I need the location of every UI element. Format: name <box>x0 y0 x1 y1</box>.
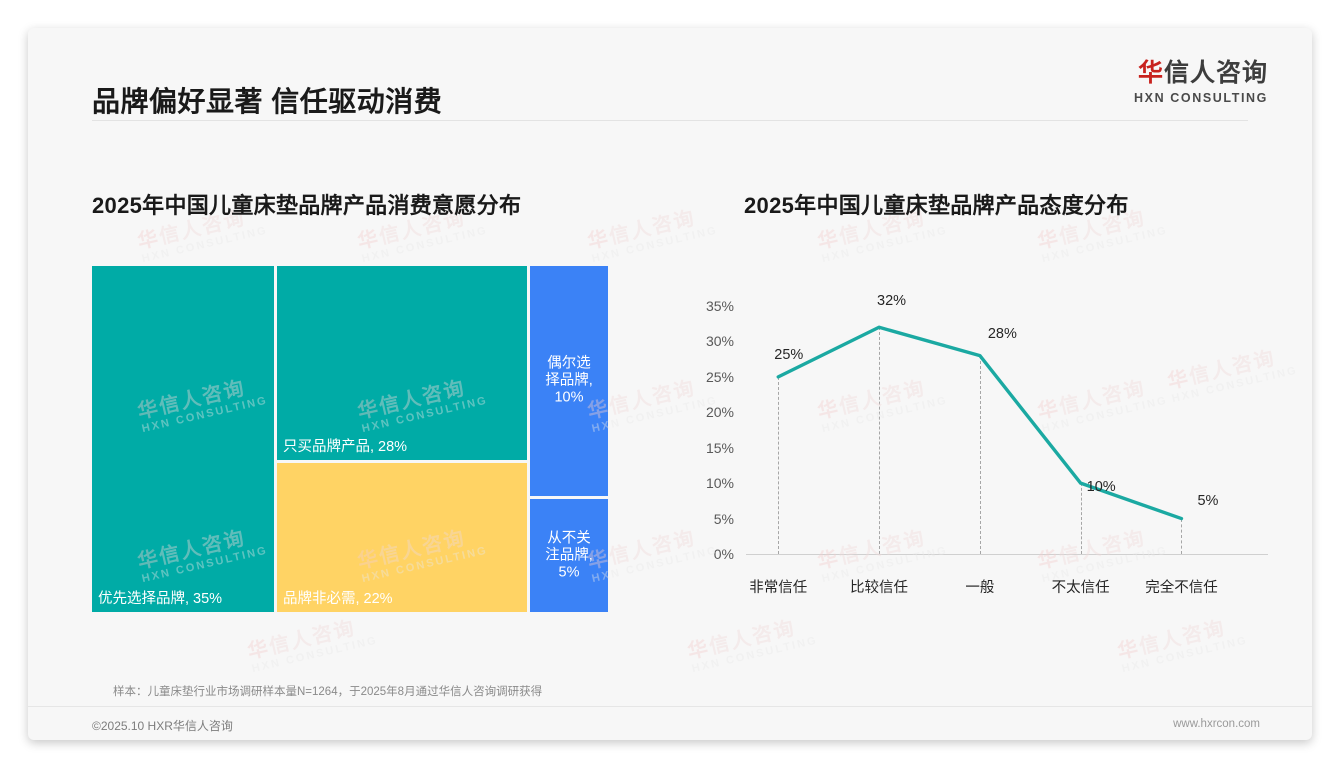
logo-rest-chars: 信人咨询 <box>1163 59 1268 87</box>
logo-red-char: 华 <box>1137 59 1164 87</box>
grid-line <box>879 327 881 554</box>
watermark-english: HXN CONSULTING <box>690 634 820 676</box>
data-point-label: 10% <box>1086 479 1116 496</box>
page-title: 品牌偏好显著 信任驱动消费 <box>92 86 443 117</box>
grid-line <box>778 376 780 554</box>
treemap-cell[interactable]: 偶尔选 择品牌, 10% <box>530 266 608 496</box>
slide-header: 品牌偏好显著 信任驱动消费 华信人咨询 HXN CONSULTING <box>28 28 1312 121</box>
treemap-chart: 优先选择品牌, 35% 只买品牌产品, 28% 品牌非必需, 22% 偶尔选 择品牌, 1… <box>92 266 608 612</box>
header-divider <box>92 120 1248 121</box>
watermark-logo: 华信人咨询 HXN CONSULTING <box>686 614 819 675</box>
logo-english-text: HXN CONSULTING <box>1134 90 1268 105</box>
x-axis-tick-label: 完全不信任 <box>1145 580 1218 596</box>
treemap-cell-label: 从不关 注品牌, 5% <box>545 529 593 581</box>
logo-chinese-text: 华信人咨询 <box>1134 59 1268 88</box>
line-chart: 0% 5% 10% 15% 20% 25% 30% 35% 25% 32% 28% 10% 5% 非常信任… <box>668 266 1268 612</box>
watermark-chinese: 华信人咨询 <box>245 617 358 664</box>
left-chart-title: 2025年中国儿童床垫品牌产品消费意愿分布 <box>92 193 522 218</box>
right-chart-panel: 2025年中国儿童床垫品牌产品态度分布 <box>744 188 1129 220</box>
watermark-logo: 华信人咨询 HXN CONSULTING <box>1116 614 1249 675</box>
slide-canvas: 华信人咨询 HXN CONSULTING 华信人咨询 HXN CONSULTING 华信… <box>28 28 1312 740</box>
grid-line <box>1181 518 1183 554</box>
grid-line <box>1080 483 1082 554</box>
watermark-english: HXN CONSULTING <box>820 224 950 266</box>
y-axis-tick-label: 25% <box>705 368 734 385</box>
treemap-cell[interactable]: 优先选择品牌, 35% <box>92 266 274 612</box>
y-axis-tick-label: 10% <box>705 475 734 492</box>
slide-footer: ©2025.10 HXR华信人咨询 www.hxrcon.com <box>28 706 1312 740</box>
data-point-label: 25% <box>774 346 804 363</box>
treemap-cell-label: 优先选择品牌, 35% <box>98 590 223 607</box>
watermark-chinese: 华信人咨询 <box>585 207 698 254</box>
y-axis-tick-label: 35% <box>705 298 734 314</box>
x-axis-tick-label: 非常信任 <box>749 580 808 596</box>
watermark-logo: 华信人咨询 HXN CONSULTING <box>586 204 719 265</box>
left-chart-panel: 2025年中国儿童床垫品牌产品消费意愿分布 <box>92 188 521 220</box>
watermark-english: HXN CONSULTING <box>1120 634 1250 676</box>
y-axis-tick-label: 0% <box>713 546 734 562</box>
x-axis-tick-label: 比较信任 <box>850 580 909 596</box>
x-axis-line <box>746 554 1268 555</box>
watermark-logo: 华信人咨询 HXN CONSULTING <box>246 614 379 675</box>
treemap-cell-label: 偶尔选 择品牌, 10% <box>545 355 593 406</box>
x-axis-tick-label: 一般 <box>965 580 995 596</box>
copyright-text: ©2025.10 HXR华信人咨询 <box>92 719 233 733</box>
grid-line <box>979 355 981 554</box>
right-chart-title: 2025年中国儿童床垫品牌产品态度分布 <box>744 193 1129 218</box>
line-series <box>776 325 1184 521</box>
watermark-english: HXN CONSULTING <box>360 224 490 266</box>
treemap-cell[interactable]: 只买品牌产品, 28% <box>277 266 527 460</box>
treemap-cell[interactable]: 品牌非必需, 22% <box>277 463 527 612</box>
website-link[interactable]: www.hxrcon.com <box>1173 718 1260 730</box>
watermark-english: HXN CONSULTING <box>140 224 270 266</box>
treemap-cell-label: 只买品牌产品, 28% <box>283 438 408 455</box>
footer-divider <box>28 706 1312 707</box>
data-point-label: 5% <box>1197 492 1219 509</box>
watermark-chinese: 华信人咨询 <box>685 617 798 664</box>
watermark-english: HXN CONSULTING <box>1040 224 1170 266</box>
treemap-cell[interactable]: 从不关 注品牌, 5% <box>530 499 608 612</box>
data-point-label: 28% <box>987 325 1017 342</box>
watermark-chinese: 华信人咨询 <box>1115 617 1228 664</box>
y-axis-tick-label: 15% <box>705 439 734 456</box>
source-footnote: 样本：儿童床垫行业市场调研样本量N=1264，于2025年8月通过华信人咨询调研… <box>113 686 543 698</box>
y-axis-tick-label: 20% <box>705 404 734 421</box>
y-axis-tick-label: 30% <box>705 333 734 350</box>
y-axis-tick-label: 5% <box>713 510 734 527</box>
company-logo: 华信人咨询 HXN CONSULTING <box>1134 59 1268 105</box>
watermark-english: HXN CONSULTING <box>250 634 380 676</box>
data-point-label: 32% <box>877 293 907 310</box>
watermark-english: HXN CONSULTING <box>590 224 720 266</box>
x-axis-tick-label: 不太信任 <box>1051 580 1110 596</box>
treemap-cell-label: 品牌非必需, 22% <box>283 590 393 607</box>
